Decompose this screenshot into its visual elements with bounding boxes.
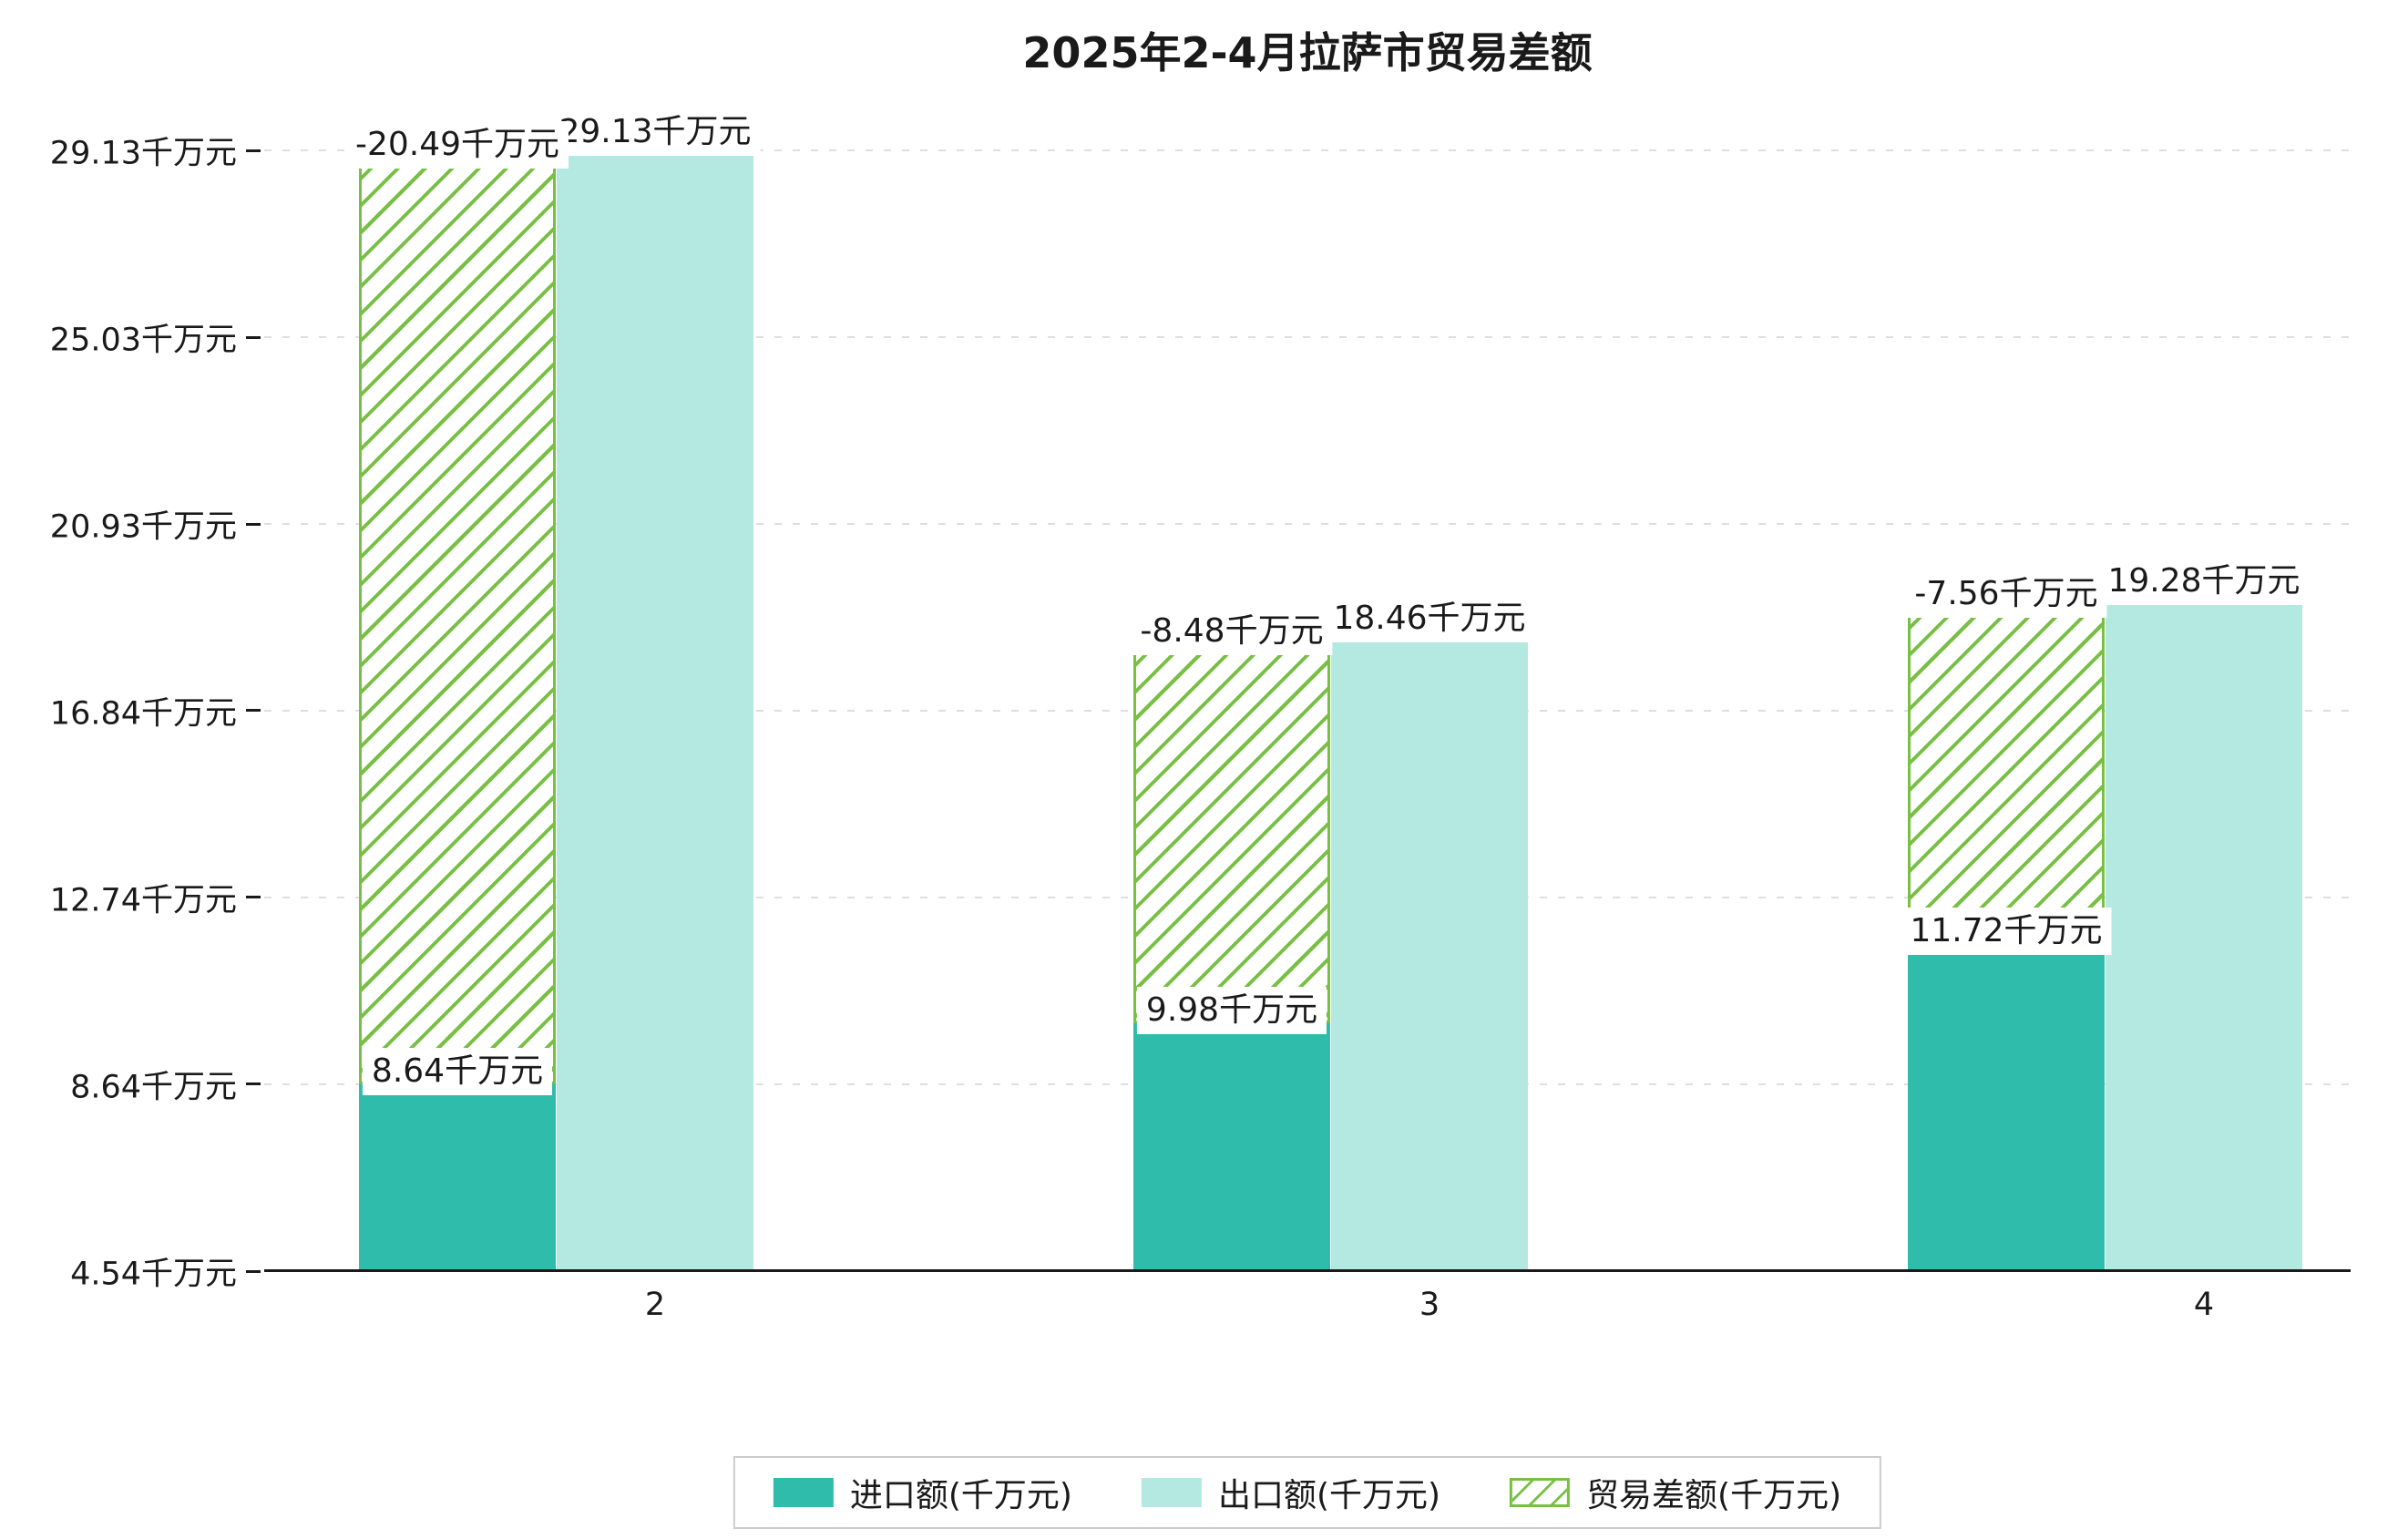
legend-swatch-balance-hatched bbox=[1510, 1478, 1571, 1507]
balance-value-label: -7.56千万元 bbox=[1905, 569, 2107, 618]
y-tick-label: 12.74千万元 bbox=[49, 882, 237, 919]
trade-balance-bar bbox=[1908, 599, 2105, 944]
legend-swatch-import bbox=[773, 1478, 834, 1507]
gridline bbox=[264, 523, 2351, 526]
export-value-label: 18.46千万元 bbox=[1324, 594, 1535, 642]
import-value-label: 9.98千万元 bbox=[1136, 986, 1327, 1034]
import-value-label: 8.64千万元 bbox=[362, 1047, 553, 1095]
import-bar bbox=[1908, 943, 2105, 1271]
export-bar bbox=[1331, 636, 1528, 1271]
x-tick-label: 4 bbox=[2193, 1287, 2215, 1323]
y-tick-mark bbox=[246, 709, 261, 713]
import-bar bbox=[1133, 1022, 1330, 1271]
gridline bbox=[264, 336, 2351, 339]
import-value-label: 11.72千万元 bbox=[1901, 907, 2112, 955]
export-bar bbox=[2106, 599, 2302, 1271]
gridline bbox=[264, 149, 2351, 151]
y-tick-label: 29.13千万元 bbox=[49, 135, 237, 172]
y-tick-mark bbox=[246, 1269, 261, 1273]
x-tick-label: 3 bbox=[1419, 1287, 1440, 1323]
legend-item: 进口额(千万元) bbox=[773, 1469, 1072, 1516]
chart-title: 2025年2-4月拉萨市贸易差额 bbox=[1022, 28, 1593, 77]
x-axis-line bbox=[264, 1269, 2351, 1272]
export-value-label: 29.13千万元 bbox=[549, 108, 761, 156]
y-tick-label: 16.84千万元 bbox=[49, 695, 237, 733]
y-tick-mark bbox=[246, 896, 261, 899]
balance-value-label: -20.49千万元 bbox=[345, 121, 569, 169]
legend-item: 出口额(千万元) bbox=[1141, 1469, 1441, 1516]
import-bar bbox=[359, 1083, 556, 1271]
trade-balance-bar bbox=[1133, 636, 1330, 1023]
y-tick-label: 8.64千万元 bbox=[70, 1069, 237, 1106]
trade-balance-bar bbox=[359, 150, 556, 1084]
export-bar bbox=[557, 150, 753, 1271]
legend: 进口额(千万元) 出口额(千万元) 贸易差额(千万元) bbox=[733, 1456, 1882, 1529]
legend-item: 贸易差额(千万元) bbox=[1510, 1469, 1841, 1516]
legend-item-label: 贸易差额(千万元) bbox=[1586, 1477, 1842, 1514]
legend-swatch-export bbox=[1141, 1478, 1202, 1507]
y-tick-mark bbox=[246, 522, 261, 526]
y-tick-label: 20.93千万元 bbox=[49, 508, 237, 546]
x-tick-label: 2 bbox=[644, 1287, 666, 1323]
y-tick-label: 4.54千万元 bbox=[70, 1256, 237, 1293]
y-tick-mark bbox=[246, 1082, 261, 1086]
y-tick-label: 25.03千万元 bbox=[49, 322, 237, 359]
balance-value-label: -8.48千万元 bbox=[1131, 607, 1333, 655]
export-value-label: 19.28千万元 bbox=[2098, 557, 2310, 605]
legend-item-label: 进口额(千万元) bbox=[849, 1477, 1072, 1514]
legend-item-label: 出口额(千万元) bbox=[1217, 1477, 1441, 1514]
y-tick-mark bbox=[246, 149, 261, 152]
y-tick-mark bbox=[246, 335, 261, 339]
